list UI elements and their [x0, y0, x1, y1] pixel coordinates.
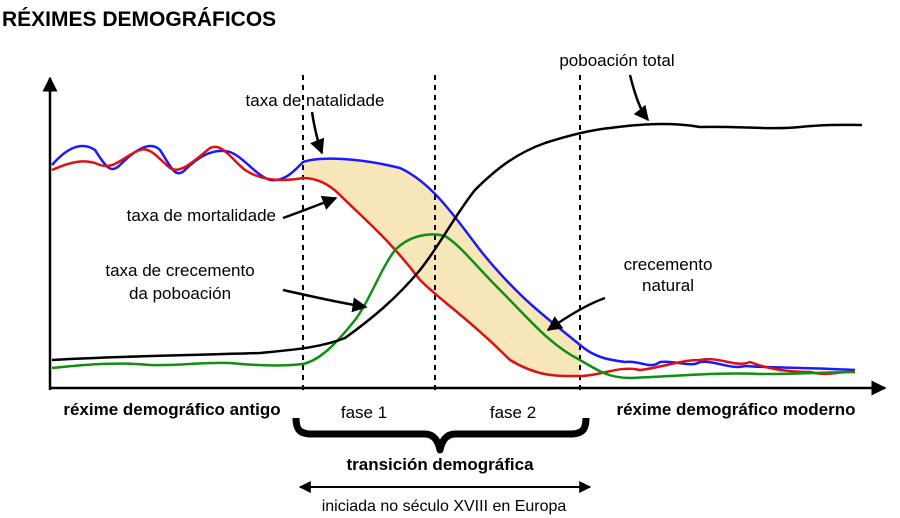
phase-label: fase 1	[341, 403, 387, 422]
total-population-curve	[51, 122, 863, 362]
pointer	[628, 74, 649, 122]
phase-label: réxime demográfico antigo	[63, 400, 280, 419]
label: taxa de crecemento	[105, 261, 254, 280]
label: poboación total	[559, 51, 674, 70]
label: natural	[642, 276, 694, 295]
pointer	[282, 195, 338, 220]
phase-label: réxime demográfico moderno	[616, 400, 855, 419]
natural-growth-area	[303, 158, 580, 377]
pointer	[282, 288, 368, 313]
note: iniciada no século XVIII en Europa	[322, 498, 567, 515]
label: da poboación	[129, 284, 231, 303]
brace	[292, 417, 590, 454]
label: crecemento	[624, 255, 713, 274]
phase-label: fase 2	[490, 403, 536, 422]
label: taxa de natalidade	[246, 91, 385, 110]
pointer	[310, 111, 325, 155]
pointer	[546, 296, 606, 332]
growth-rate-curve	[51, 233, 856, 380]
title: RÉXIMES DEMOGRÁFICOS	[2, 8, 276, 31]
birth-rate-curve	[51, 144, 856, 372]
death-rate-curve	[51, 145, 856, 378]
transition-label: transición demográfica	[346, 455, 534, 474]
label: taxa de mortalidade	[127, 206, 276, 225]
